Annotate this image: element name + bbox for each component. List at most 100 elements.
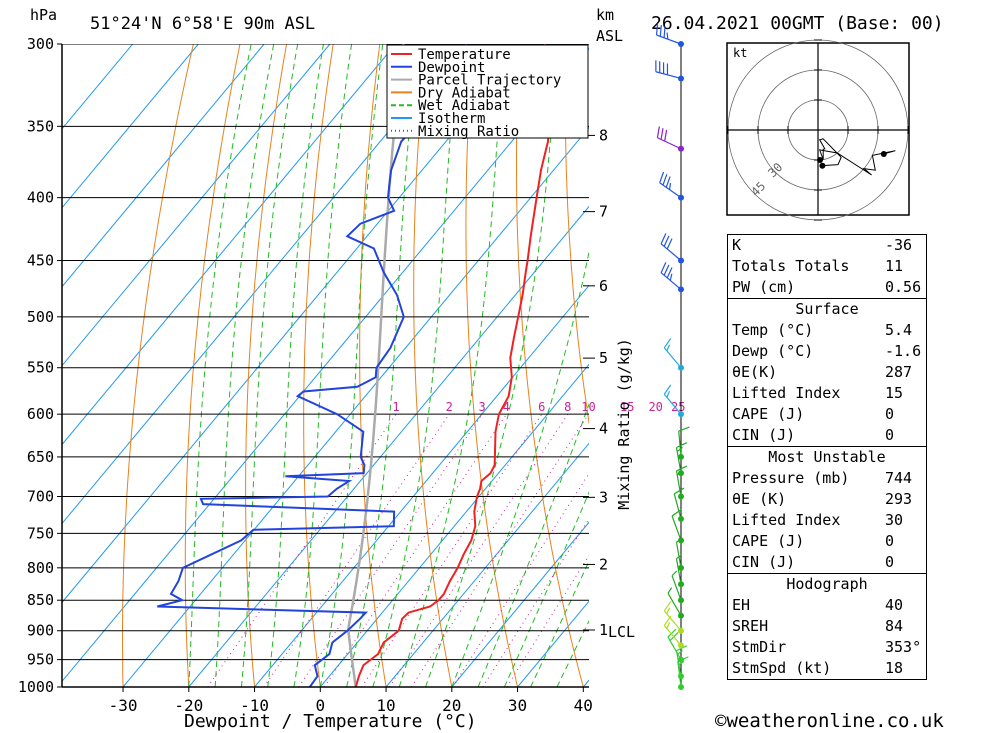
legend-label: Temperature <box>418 47 511 63</box>
isotherm-line <box>62 44 528 604</box>
wet-adiabat-line <box>503 491 589 687</box>
hpa-label: hPa <box>30 6 57 24</box>
lcl-label: LCL <box>608 623 635 641</box>
legend-label: Dry Adiabat <box>418 85 511 101</box>
wind-barb-flag <box>662 174 668 186</box>
wind-barb-flag <box>659 25 662 37</box>
index-value: 353° <box>884 638 922 656</box>
index-label: Temp (°C) <box>732 321 814 339</box>
hodograph-row: StmDir 353° <box>728 637 927 658</box>
index-row: Totals Totals 11 <box>728 256 927 277</box>
surface-header: Surface <box>727 298 927 320</box>
mixing-ratio-label: 6 <box>538 400 545 414</box>
wet-adiabat-line <box>346 44 419 687</box>
dry-adiabat-line <box>465 44 519 687</box>
pressure-tick-label: 500 <box>27 308 54 326</box>
surface-row: θE(K) 287 <box>728 362 927 383</box>
most-unstable-header: Most Unstable <box>727 446 927 468</box>
wind-barb-flag <box>666 390 671 398</box>
mixing-ratio-label: 2 <box>446 400 453 414</box>
temperature-tick-label: 0 <box>315 696 325 715</box>
dry-adiabat-line <box>933 7 1000 713</box>
wind-barb-staff <box>671 515 682 541</box>
pressure-tick-label: 600 <box>27 405 54 423</box>
mixing-ratio-line <box>452 472 589 687</box>
most-unstable-row: CAPE (J) 0 <box>728 531 927 552</box>
temperature-line <box>354 44 553 687</box>
isotherm-line <box>188 205 589 687</box>
wind-barb-staff <box>667 636 682 660</box>
wind-barb-flag <box>671 570 678 577</box>
index-value: 15 <box>884 384 904 402</box>
mixing-ratio-axis-label: Mixing Ratio (g/kg) <box>615 338 633 510</box>
index-value: 0 <box>884 553 895 571</box>
mixing-ratio-line <box>323 413 507 687</box>
index-label: CIN (J) <box>732 553 796 571</box>
wind-barb-flag <box>663 601 672 612</box>
hodograph-point <box>880 150 887 157</box>
isotherm-line <box>122 126 589 687</box>
index-value: 40 <box>884 596 904 614</box>
wind-barb-flag <box>671 508 682 517</box>
legend-label: Isotherm <box>418 111 485 127</box>
temperature-tick-label: -20 <box>174 696 203 715</box>
index-label: Lifted Index <box>732 511 841 529</box>
isotherm-line <box>254 284 589 687</box>
wind-barb-flag <box>660 128 664 140</box>
dry-adiabat-line <box>303 44 334 687</box>
temperature-tick-label: 40 <box>574 696 593 715</box>
index-label: θE (K) <box>732 490 787 508</box>
altitude-tick-label: 2 <box>599 555 608 573</box>
most-unstable-row: θE (K) 293 <box>728 489 927 510</box>
wind-barb-flag <box>678 426 690 432</box>
surface-row: Lifted Index 15 <box>728 383 927 404</box>
index-row: PW (cm) 0.56 <box>728 277 927 299</box>
indices-table: K -36 Totals Totals 11 PW (cm) 0.56 Surface Tem… <box>727 234 927 680</box>
pressure-tick-label: 800 <box>27 559 54 577</box>
legend-label: Dewpoint <box>418 60 485 76</box>
wind-barb-flag <box>660 262 667 273</box>
altitude-tick-label: 4 <box>599 420 608 438</box>
wind-barb-flag <box>666 267 673 279</box>
wind-barb-flag <box>663 26 666 38</box>
dry-adiabat-line <box>979 7 1000 713</box>
index-label: Dewp (°C) <box>732 342 814 360</box>
index-label: θE(K) <box>732 363 778 381</box>
altitude-tick-label: 8 <box>599 126 608 144</box>
surface-row: Temp (°C) 5.4 <box>728 320 927 341</box>
wind-barb-staff <box>659 182 682 199</box>
wind-barb-staff <box>663 610 682 632</box>
dry-adiabat-line <box>245 44 288 687</box>
hodograph-unit-label: kt <box>733 46 747 60</box>
dry-adiabat-line <box>359 44 387 687</box>
legend-label: Mixing Ratio <box>418 124 519 140</box>
isotherm-line <box>62 44 134 130</box>
wet-adiabat-line <box>188 44 252 687</box>
wind-barb-flag <box>666 607 671 615</box>
index-value: 84 <box>884 617 904 635</box>
wet-adiabat-line <box>451 249 589 687</box>
wet-adiabat-line <box>319 44 384 687</box>
isotherm-line <box>62 44 265 288</box>
most-unstable-row: Pressure (mb) 744 <box>728 468 927 489</box>
section-title: Hodograph <box>727 573 927 595</box>
index-label: CAPE (J) <box>732 532 805 550</box>
altitude-tick-label: 5 <box>599 349 608 367</box>
hodograph-row: EH 40 <box>728 595 927 616</box>
index-value: -36 <box>884 236 913 254</box>
index-label: PW (cm) <box>732 278 796 296</box>
pressure-tick-label: 450 <box>27 252 54 270</box>
wind-barb-flag <box>663 235 670 247</box>
storm-motion-point <box>817 157 823 163</box>
most-unstable-row: CIN (J) 0 <box>728 552 927 574</box>
mixing-ratio-line <box>506 554 589 687</box>
mixing-ratio-label: 1 <box>392 400 399 414</box>
index-value: 30 <box>884 511 904 529</box>
pressure-tick-label: 900 <box>27 622 54 640</box>
wind-barb-flag <box>663 384 672 395</box>
isotherm-line <box>385 442 589 687</box>
index-value: 18 <box>884 659 904 677</box>
mixing-ratio-line <box>361 413 543 687</box>
wind-barb-staff <box>663 393 682 415</box>
